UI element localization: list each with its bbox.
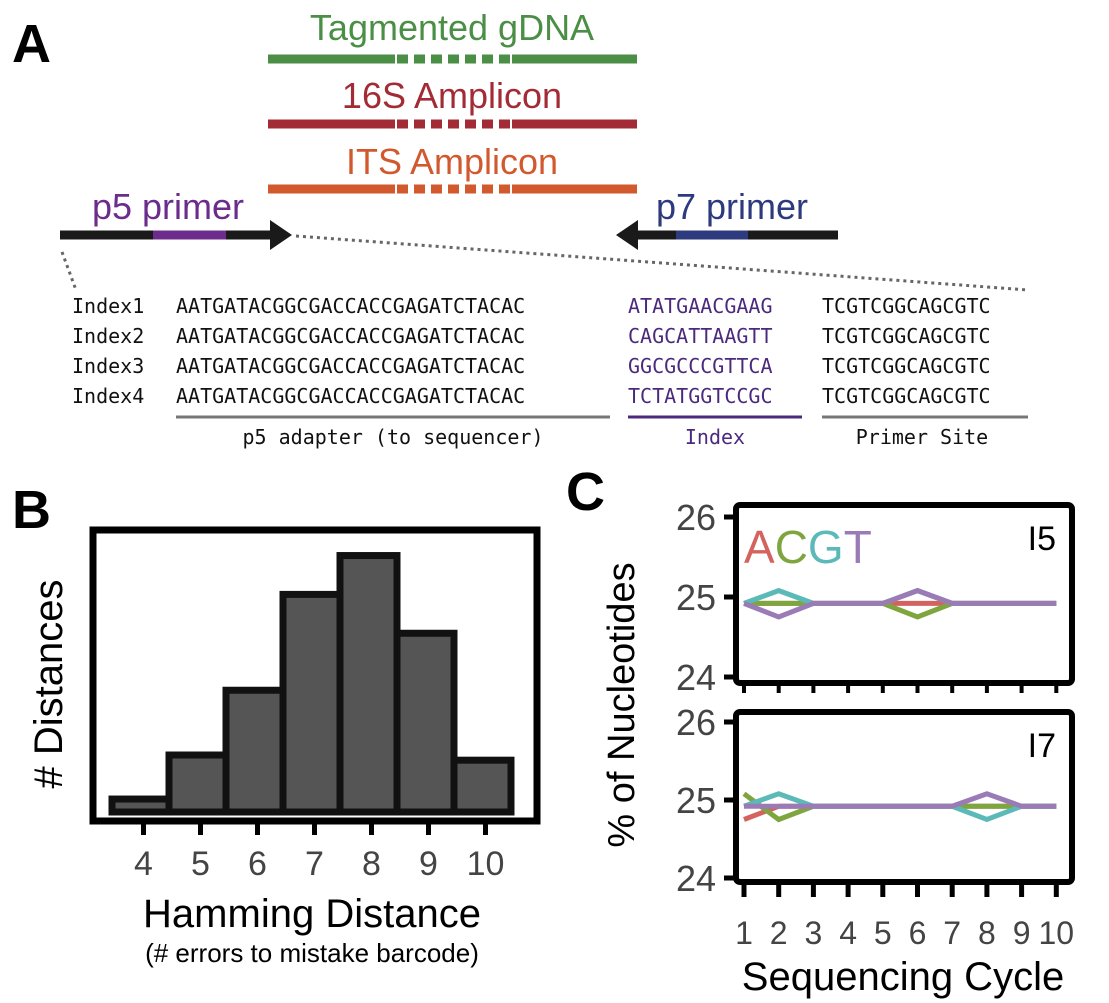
histogram-bar xyxy=(279,590,344,816)
p7-primer-label: p7 primer xyxy=(656,186,808,227)
histogram-x-tick-label: 5 xyxy=(191,845,210,883)
index-row-1-primer: TCGTCGGCAGCGTC xyxy=(822,294,991,318)
nucleotide-y-axis-label: % of Nucleotides xyxy=(601,562,643,847)
index-row-1-adapter: AATGATACGGCGACCACCGAGATCTACAC xyxy=(176,294,525,318)
x-tick-label: 4 xyxy=(839,915,857,951)
insert-tagmented-gdna: Tagmented gDNA xyxy=(268,7,637,64)
p5-primer-label: p5 primer xyxy=(92,186,244,227)
p5-primer: p5 primer xyxy=(60,186,292,250)
line-panel-frame xyxy=(733,502,1075,686)
y-tick-label: 24 xyxy=(676,657,716,698)
index-row-3-primer: TCGTCGGCAGCGTC xyxy=(822,354,991,378)
i5-nucleotide-panel: 24 25 26 I5 ACGT xyxy=(676,497,1075,698)
index-row-4-primer: TCGTCGGCAGCGTC xyxy=(822,384,991,408)
primer-site-label: Primer Site xyxy=(856,425,988,449)
x-tick-label: 5 xyxy=(874,915,892,951)
p7-primer-arrowhead xyxy=(616,220,638,250)
index-row-1-index: ATATGAACGAAG xyxy=(628,294,773,318)
y-tick-label: 24 xyxy=(676,858,716,899)
hamming-histogram: 4 5 6 7 8 9 10 xyxy=(89,526,541,883)
index-row-4-index: TCTATGGTCCGC xyxy=(628,384,773,408)
index-row-4-name: Index4 xyxy=(72,384,144,408)
histogram-x-axis-sublabel: (# errors to mistake barcode) xyxy=(145,938,479,968)
i7-nucleotide-panel: 24 25 26 I7 1 2 3 4 5 6 7 8 9 10 xyxy=(676,702,1075,951)
histogram-frame xyxy=(89,526,541,825)
histogram-bar xyxy=(393,629,458,816)
histogram-bar xyxy=(222,686,287,816)
histogram-y-axis-label: # Distances xyxy=(27,580,71,789)
zoom-line-right xyxy=(295,234,1029,292)
zoom-line-left xyxy=(60,251,78,291)
nucleotide-x-axis-label: Sequencing Cycle xyxy=(742,955,1064,999)
histogram-bar xyxy=(165,751,230,816)
histogram-x-tick-label: 10 xyxy=(467,845,505,883)
p7-primer: p7 primer xyxy=(616,186,838,250)
adapter-label: p5 adapter (to sequencer) xyxy=(242,425,543,449)
index-row-2-name: Index2 xyxy=(72,324,144,348)
histogram-bar xyxy=(336,552,401,816)
legend-g: G xyxy=(808,521,844,573)
x-tick-label: 2 xyxy=(770,915,788,951)
index-row-3-name: Index3 xyxy=(72,354,144,378)
panel-title-i5: I5 xyxy=(1028,520,1056,558)
x-tick-label: 6 xyxy=(909,915,927,951)
index-row-2-index: CAGCATTAAGTT xyxy=(628,324,773,348)
panel-b-label: B xyxy=(12,480,51,540)
legend-c: C xyxy=(775,521,808,573)
y-tick-label: 26 xyxy=(676,702,716,743)
index-label: Index xyxy=(685,425,745,449)
x-tick-label: 9 xyxy=(1013,915,1031,951)
line-panel-frame xyxy=(733,709,1075,885)
y-tick-label: 25 xyxy=(676,780,716,821)
index-row-3-index: GGCGCCCGTTCA xyxy=(628,354,773,378)
histogram-x-axis-label: Hamming Distance xyxy=(143,892,481,936)
y-tick-label: 25 xyxy=(676,577,716,618)
insert-tagmented-gdna-label: Tagmented gDNA xyxy=(310,7,594,48)
histogram-x-tick-label: 7 xyxy=(305,845,324,883)
index-row-2-primer: TCGTCGGCAGCGTC xyxy=(822,324,991,348)
index-row-3-adapter: AATGATACGGCGACCACCGAGATCTACAC xyxy=(176,354,525,378)
series-line-t xyxy=(744,791,1057,809)
histogram-bar xyxy=(450,756,515,816)
legend-t: T xyxy=(844,521,872,573)
insert-its-amplicon: ITS Amplicon xyxy=(268,141,637,194)
x-tick-label: 3 xyxy=(805,915,823,951)
nucleotide-legend: ACGT xyxy=(744,521,872,573)
insert-its-amplicon-label: ITS Amplicon xyxy=(346,141,558,182)
p5-primer-arrowhead xyxy=(270,220,292,250)
index-sequence-table: Index1 AATGATACGGCGACCACCGAGATCTACAC ATA… xyxy=(72,294,991,408)
index-row-2-adapter: AATGATACGGCGACCACCGAGATCTACAC xyxy=(176,324,525,348)
insert-16s-amplicon-label: 16S Amplicon xyxy=(342,75,562,116)
x-tick-label: 8 xyxy=(978,915,996,951)
index-row-4-adapter: AATGATACGGCGACCACCGAGATCTACAC xyxy=(176,384,525,408)
histogram-x-tick-label: 8 xyxy=(362,845,381,883)
x-tick-label: 1 xyxy=(735,915,753,951)
histogram-x-tick-label: 4 xyxy=(134,845,153,883)
legend-a: A xyxy=(744,521,775,573)
panel-b: B 4 5 6 7 8 9 10 # Distances Hamming Distance … xyxy=(12,480,541,968)
histogram-x-tick-label: 9 xyxy=(419,845,438,883)
histogram-bar xyxy=(108,795,173,816)
insert-bars: Tagmented gDNA 16S Amplicon ITS Amplicon xyxy=(268,7,637,194)
index-row-1-name: Index1 xyxy=(72,294,144,318)
panel-title-i7: I7 xyxy=(1028,727,1056,765)
panel-a: A Tagmented gDNA 16S Amplicon ITS Amplic… xyxy=(12,7,1029,449)
panel-c-label: C xyxy=(566,462,605,522)
insert-16s-amplicon: 16S Amplicon xyxy=(268,75,637,129)
x-tick-label: 7 xyxy=(943,915,961,951)
panel-a-label: A xyxy=(12,14,51,74)
y-tick-label: 26 xyxy=(676,497,716,538)
series-line-t xyxy=(743,587,1057,620)
x-tick-label: 10 xyxy=(1039,915,1075,951)
histogram-x-tick-label: 6 xyxy=(248,845,267,883)
